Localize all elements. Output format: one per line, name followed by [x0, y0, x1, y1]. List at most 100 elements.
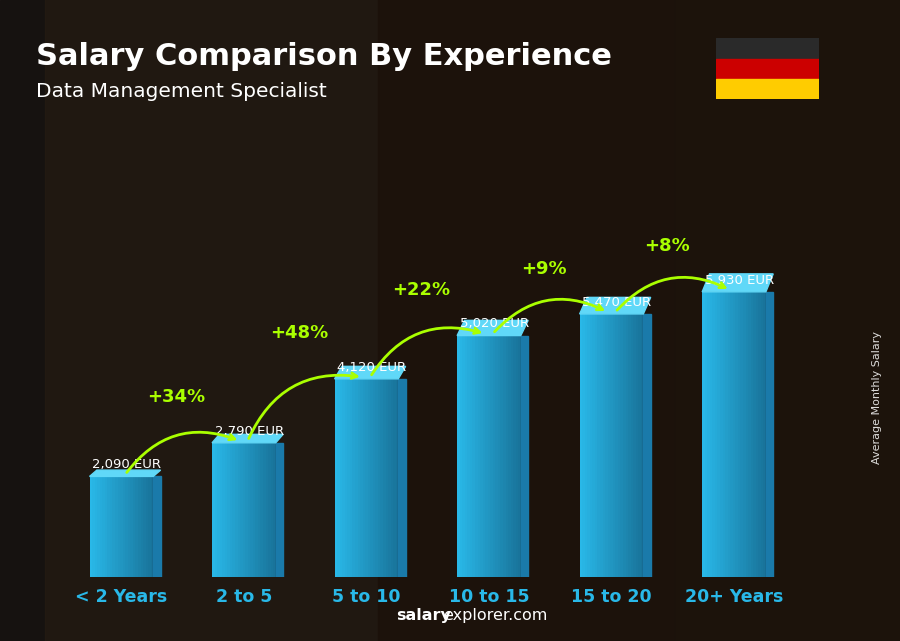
- Bar: [475, 336, 478, 577]
- Bar: [130, 476, 133, 577]
- Bar: [212, 443, 214, 577]
- Bar: [240, 443, 243, 577]
- Bar: [94, 476, 97, 577]
- Bar: [378, 379, 381, 577]
- Text: +9%: +9%: [521, 260, 567, 278]
- Bar: [245, 443, 248, 577]
- Bar: [616, 314, 618, 577]
- Bar: [485, 336, 488, 577]
- FancyBboxPatch shape: [378, 0, 900, 641]
- Bar: [592, 314, 595, 577]
- Text: 4,120 EUR: 4,120 EUR: [337, 361, 406, 374]
- Bar: [258, 443, 260, 577]
- Bar: [460, 336, 463, 577]
- Bar: [342, 379, 345, 577]
- Polygon shape: [644, 314, 651, 577]
- Bar: [518, 336, 521, 577]
- Bar: [725, 292, 728, 577]
- Bar: [613, 314, 616, 577]
- Text: +22%: +22%: [392, 281, 451, 299]
- Bar: [638, 314, 641, 577]
- Text: 2,790 EUR: 2,790 EUR: [214, 424, 284, 438]
- Bar: [385, 379, 388, 577]
- Bar: [112, 476, 115, 577]
- Bar: [600, 314, 603, 577]
- Bar: [503, 336, 506, 577]
- Polygon shape: [399, 379, 406, 577]
- Bar: [230, 443, 232, 577]
- Bar: [238, 443, 240, 577]
- Bar: [89, 476, 92, 577]
- Bar: [582, 314, 585, 577]
- Bar: [335, 379, 338, 577]
- Bar: [702, 292, 705, 577]
- Bar: [480, 336, 482, 577]
- Bar: [128, 476, 130, 577]
- Bar: [125, 476, 128, 577]
- Bar: [707, 292, 710, 577]
- Bar: [345, 379, 347, 577]
- Bar: [373, 379, 375, 577]
- Bar: [266, 443, 268, 577]
- Bar: [133, 476, 135, 577]
- Bar: [588, 314, 590, 577]
- Bar: [357, 379, 360, 577]
- Bar: [500, 336, 503, 577]
- Bar: [763, 292, 766, 577]
- Polygon shape: [153, 476, 160, 577]
- Bar: [464, 336, 467, 577]
- Bar: [97, 476, 100, 577]
- Bar: [641, 314, 644, 577]
- Bar: [715, 292, 717, 577]
- Bar: [393, 379, 396, 577]
- Bar: [478, 336, 480, 577]
- Bar: [118, 476, 120, 577]
- Bar: [716, 38, 819, 59]
- Bar: [510, 336, 513, 577]
- Bar: [256, 443, 258, 577]
- Text: explorer.com: explorer.com: [443, 608, 547, 623]
- Bar: [590, 314, 592, 577]
- Bar: [271, 443, 274, 577]
- Bar: [716, 59, 819, 79]
- Bar: [743, 292, 745, 577]
- Bar: [508, 336, 510, 577]
- Bar: [103, 476, 104, 577]
- Bar: [89, 476, 153, 577]
- Bar: [733, 292, 735, 577]
- Bar: [383, 379, 385, 577]
- Bar: [595, 314, 598, 577]
- Bar: [338, 379, 339, 577]
- Bar: [608, 314, 610, 577]
- Bar: [618, 314, 620, 577]
- Bar: [472, 336, 475, 577]
- Bar: [148, 476, 150, 577]
- Bar: [751, 292, 753, 577]
- Bar: [120, 476, 122, 577]
- Bar: [482, 336, 485, 577]
- Bar: [143, 476, 146, 577]
- Text: Salary Comparison By Experience: Salary Comparison By Experience: [36, 42, 612, 71]
- Bar: [217, 443, 220, 577]
- Bar: [396, 379, 399, 577]
- Bar: [222, 443, 225, 577]
- Polygon shape: [457, 320, 528, 336]
- Bar: [467, 336, 470, 577]
- Bar: [353, 379, 355, 577]
- Bar: [138, 476, 140, 577]
- Text: salary: salary: [396, 608, 451, 623]
- Bar: [253, 443, 256, 577]
- Bar: [753, 292, 756, 577]
- Bar: [146, 476, 148, 577]
- Bar: [635, 314, 638, 577]
- Bar: [250, 443, 253, 577]
- Bar: [248, 443, 250, 577]
- Polygon shape: [275, 443, 284, 577]
- Polygon shape: [580, 297, 651, 314]
- Bar: [274, 443, 275, 577]
- Bar: [220, 443, 222, 577]
- Bar: [370, 379, 373, 577]
- Polygon shape: [89, 470, 160, 476]
- Bar: [391, 379, 393, 577]
- Bar: [110, 476, 112, 577]
